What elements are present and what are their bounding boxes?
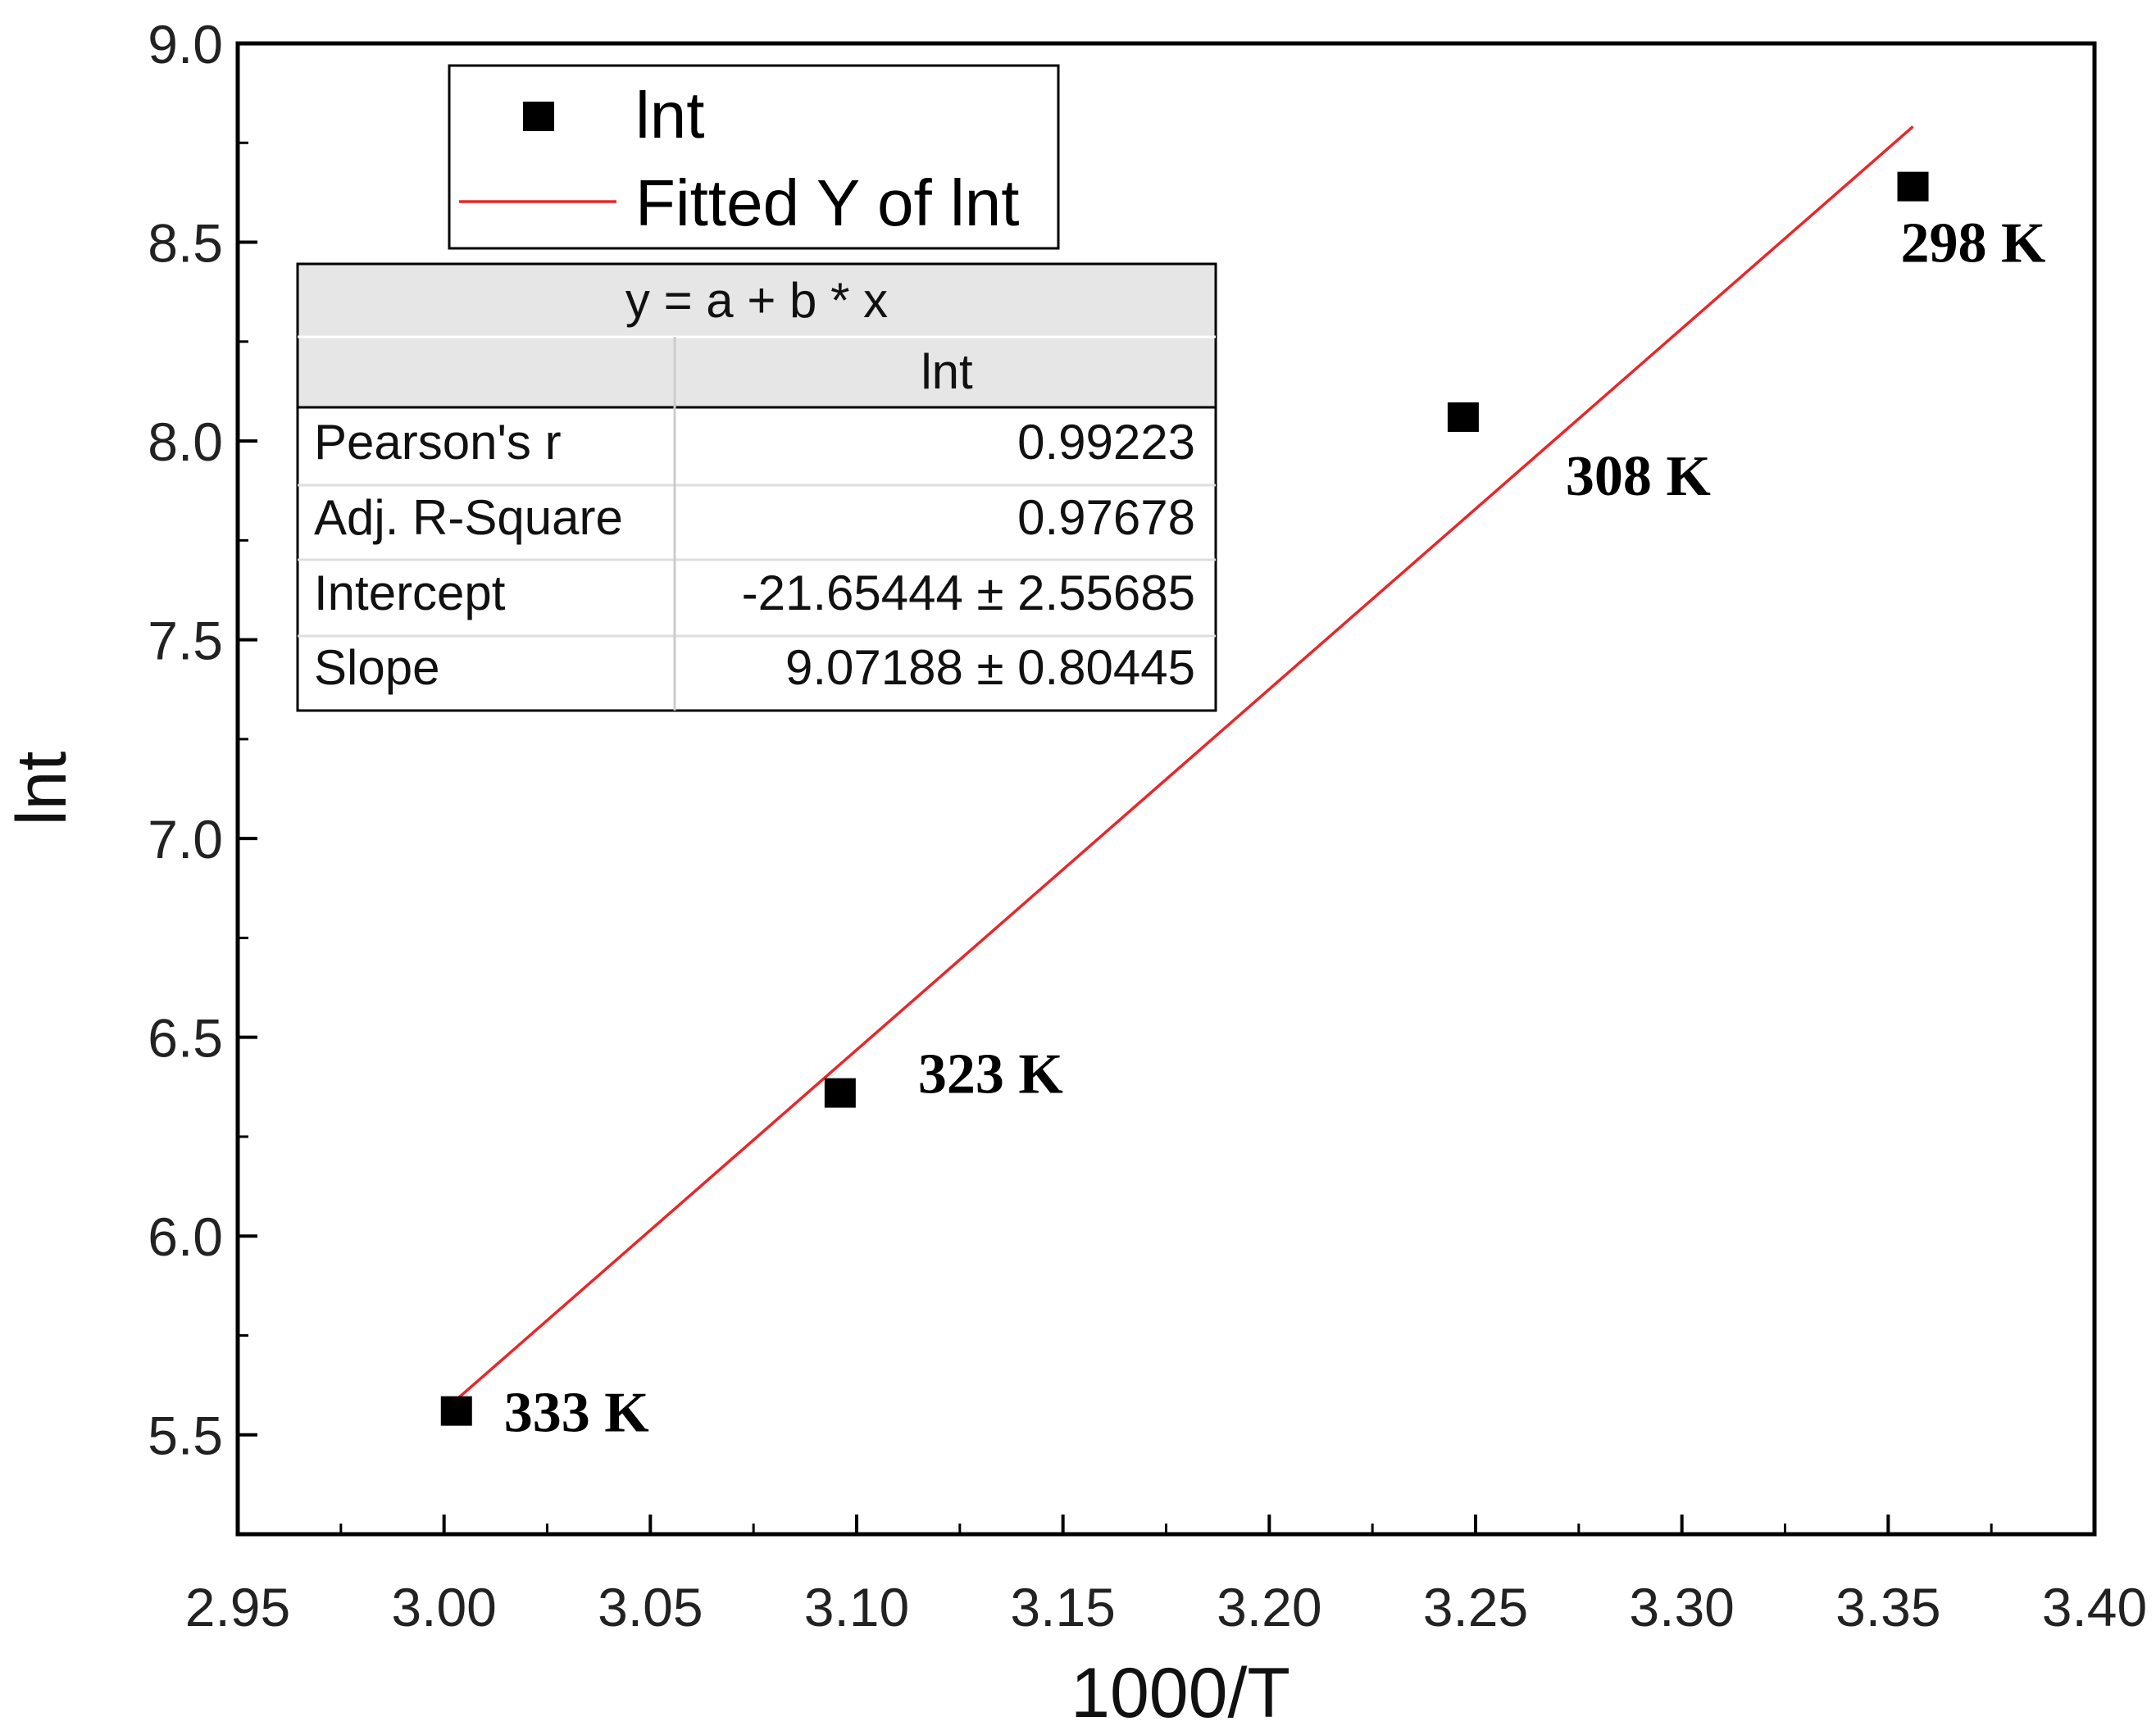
fit-table-row-label: Pearson's r bbox=[314, 415, 562, 470]
y-tick-label: 7.5 bbox=[148, 611, 223, 671]
fit-table-border bbox=[296, 262, 1217, 712]
fit-table-row-label: Intercept bbox=[314, 565, 506, 620]
data-point-labels: 333 K 323 K 308 K 298 K bbox=[504, 212, 2046, 1445]
x-tick-label: 3.40 bbox=[2042, 1577, 2147, 1637]
legend: lnt Fitted Y of lnt bbox=[448, 64, 1060, 250]
fit-table-row-value: 0.97678 bbox=[1017, 490, 1195, 545]
x-tick-label: 3.10 bbox=[804, 1577, 909, 1637]
x-axis-title: 1000/T bbox=[1071, 1654, 1290, 1733]
x-tick-label: 3.35 bbox=[1835, 1577, 1940, 1637]
data-point-marker bbox=[440, 1396, 472, 1426]
x-tick-label: 3.15 bbox=[1010, 1577, 1115, 1637]
y-tick-label: 5.5 bbox=[148, 1406, 223, 1466]
data-point-marker bbox=[1447, 402, 1479, 432]
fit-table-row-label: Slope bbox=[314, 640, 439, 695]
x-tick-label: 3.20 bbox=[1217, 1577, 1321, 1637]
data-points bbox=[440, 171, 1929, 1426]
x-tick-label: 3.00 bbox=[391, 1577, 496, 1637]
data-point-label: 298 K bbox=[1901, 212, 2046, 275]
fit-table-row-value: 0.99223 bbox=[1017, 415, 1195, 470]
fit-statistics-table: y = a + b * x lnt Pearson's r 0.99223 Ad… bbox=[296, 262, 1217, 712]
fit-table-equation: y = a + b * x bbox=[625, 273, 888, 328]
legend-label-series: lnt bbox=[635, 79, 705, 152]
y-tick-label: 6.0 bbox=[148, 1206, 223, 1267]
data-point-marker bbox=[824, 1078, 856, 1108]
data-point-label: 308 K bbox=[1566, 445, 1711, 508]
x-tick-label: 3.30 bbox=[1629, 1577, 1734, 1637]
x-axis-ticks: 2.95 3.00 3.05 3.10 3.15 3.20 3.25 3.30 3.35 3.40 bbox=[185, 1515, 2147, 1637]
fit-table-row-label: Adj. R-Square bbox=[314, 490, 623, 545]
x-tick-label: 2.95 bbox=[185, 1577, 290, 1637]
legend-label-fit: Fitted Y of lnt bbox=[635, 166, 1019, 239]
legend-box bbox=[448, 64, 1060, 250]
y-tick-label: 6.5 bbox=[148, 1008, 223, 1069]
y-tick-label: 9.0 bbox=[148, 14, 223, 75]
fit-table-column-header: lnt bbox=[921, 344, 973, 399]
legend-square-marker-icon bbox=[523, 102, 554, 131]
y-axis-ticks: 5.5 6.0 6.5 7.0 7.5 8.0 8.5 9.0 bbox=[148, 14, 257, 1536]
fitted-line bbox=[455, 125, 1914, 1401]
fit-table-row-value: 9.07188 ± 0.80445 bbox=[785, 640, 1195, 695]
fit-table-row-value: -21.65444 ± 2.55685 bbox=[742, 565, 1195, 620]
y-tick-label: 7.0 bbox=[148, 809, 223, 870]
y-tick-label: 8.5 bbox=[148, 213, 223, 274]
data-point-label: 323 K bbox=[918, 1043, 1063, 1106]
data-point-label: 333 K bbox=[504, 1382, 649, 1445]
y-axis-title: lnt bbox=[2, 751, 81, 825]
y-tick-label: 8.0 bbox=[148, 411, 223, 472]
x-tick-label: 3.25 bbox=[1423, 1577, 1528, 1637]
data-point-marker bbox=[1897, 171, 1929, 202]
x-tick-label: 3.05 bbox=[598, 1577, 703, 1637]
